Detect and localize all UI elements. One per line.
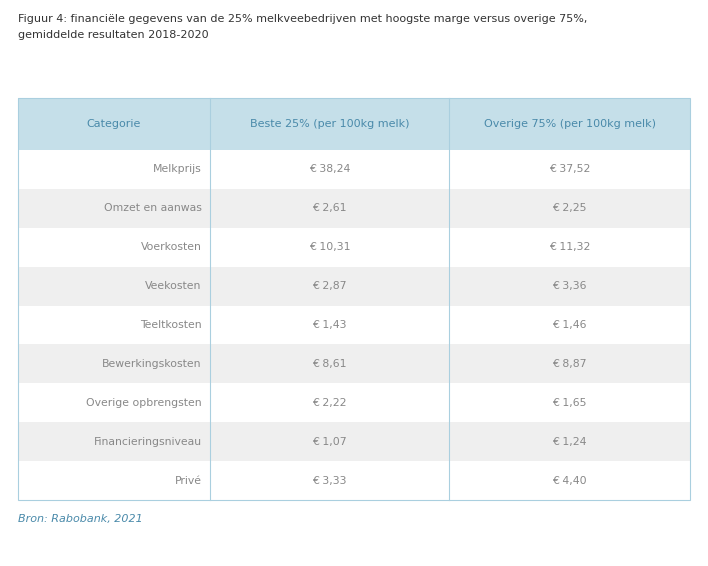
Bar bbox=[18, 98, 690, 150]
Text: € 2,22: € 2,22 bbox=[312, 398, 347, 408]
Bar bbox=[18, 422, 690, 461]
Bar bbox=[18, 461, 690, 500]
Text: € 1,46: € 1,46 bbox=[552, 320, 587, 330]
Bar bbox=[18, 228, 690, 267]
Text: € 1,24: € 1,24 bbox=[552, 436, 587, 447]
Text: € 38,24: € 38,24 bbox=[309, 165, 350, 174]
Text: Beste 25% (per 100kg melk): Beste 25% (per 100kg melk) bbox=[250, 119, 409, 129]
Text: gemiddelde resultaten 2018-2020: gemiddelde resultaten 2018-2020 bbox=[18, 30, 209, 40]
Text: Omzet en aanwas: Omzet en aanwas bbox=[103, 203, 202, 213]
Text: € 8,61: € 8,61 bbox=[312, 359, 347, 369]
Bar bbox=[18, 150, 690, 189]
Text: € 1,07: € 1,07 bbox=[312, 436, 347, 447]
Text: Overige opbrengsten: Overige opbrengsten bbox=[86, 398, 202, 408]
Text: € 1,43: € 1,43 bbox=[312, 320, 347, 330]
Text: Categorie: Categorie bbox=[86, 119, 141, 129]
Text: Privé: Privé bbox=[174, 475, 202, 486]
Text: € 1,65: € 1,65 bbox=[552, 398, 587, 408]
Text: Veekosten: Veekosten bbox=[145, 281, 202, 291]
Text: Voerkosten: Voerkosten bbox=[141, 242, 202, 252]
Text: Bron: Rabobank, 2021: Bron: Rabobank, 2021 bbox=[18, 514, 143, 524]
Text: Melkprijs: Melkprijs bbox=[153, 165, 202, 174]
Bar bbox=[18, 345, 690, 383]
Text: € 37,52: € 37,52 bbox=[549, 165, 590, 174]
Text: € 8,87: € 8,87 bbox=[552, 359, 587, 369]
Text: € 2,87: € 2,87 bbox=[312, 281, 347, 291]
Bar bbox=[18, 267, 690, 306]
Text: € 2,61: € 2,61 bbox=[312, 203, 347, 213]
Text: € 4,40: € 4,40 bbox=[552, 475, 587, 486]
Text: € 11,32: € 11,32 bbox=[549, 242, 590, 252]
Text: Bewerkingskosten: Bewerkingskosten bbox=[102, 359, 202, 369]
Bar bbox=[18, 306, 690, 345]
Text: Financieringsniveau: Financieringsniveau bbox=[93, 436, 202, 447]
Text: Teeltkosten: Teeltkosten bbox=[140, 320, 202, 330]
Text: Figuur 4: financiële gegevens van de 25% melkveebedrijven met hoogste marge vers: Figuur 4: financiële gegevens van de 25%… bbox=[18, 14, 588, 24]
Text: € 2,25: € 2,25 bbox=[552, 203, 587, 213]
Text: € 10,31: € 10,31 bbox=[309, 242, 350, 252]
Bar bbox=[18, 98, 690, 500]
Text: € 3,33: € 3,33 bbox=[312, 475, 347, 486]
Text: € 3,36: € 3,36 bbox=[552, 281, 587, 291]
Bar bbox=[18, 383, 690, 422]
Text: Overige 75% (per 100kg melk): Overige 75% (per 100kg melk) bbox=[484, 119, 656, 129]
Bar bbox=[18, 189, 690, 228]
